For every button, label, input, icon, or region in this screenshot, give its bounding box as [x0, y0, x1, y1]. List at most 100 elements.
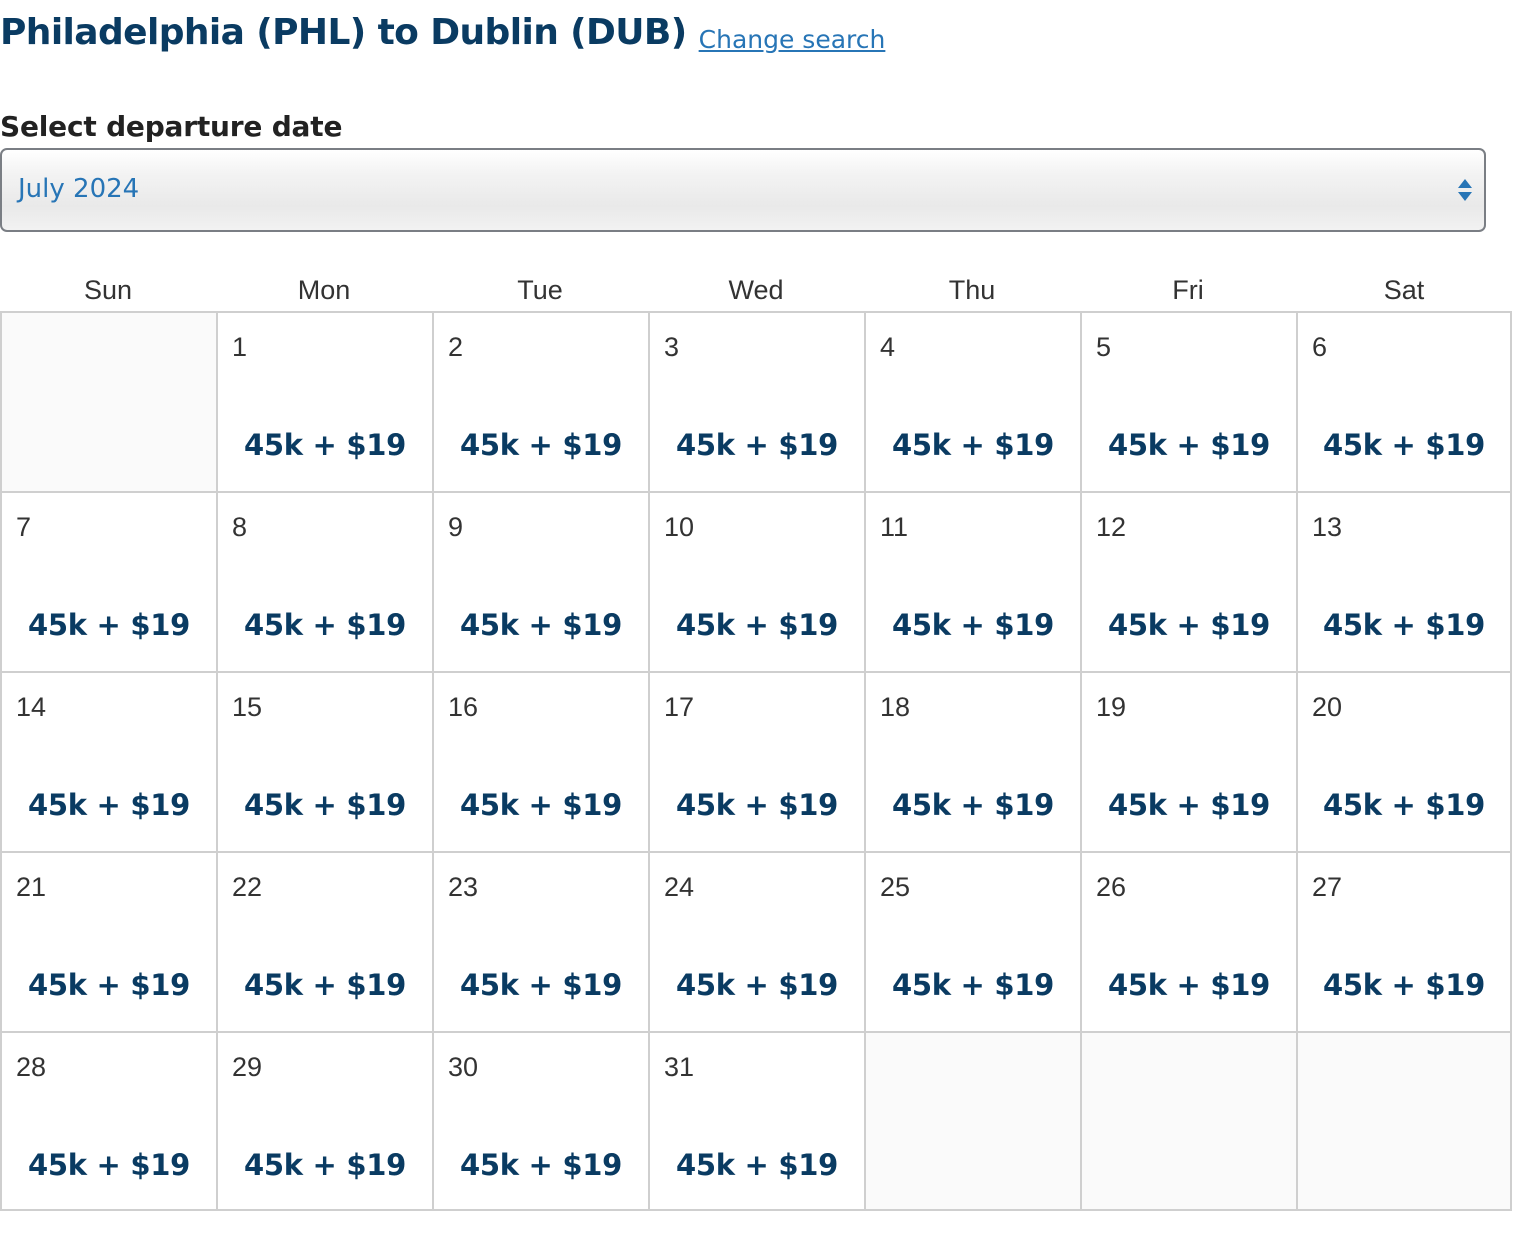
- award-price[interactable]: 45k + $19: [892, 788, 1054, 822]
- calendar-day-cell[interactable]: 11 45k + $19: [864, 491, 1080, 671]
- day-number: 11: [880, 512, 909, 542]
- award-price[interactable]: 45k + $19: [28, 968, 190, 1002]
- award-price[interactable]: 45k + $19: [460, 608, 622, 642]
- calendar-day-cell[interactable]: 20 45k + $19: [1296, 671, 1512, 851]
- award-price[interactable]: 45k + $19: [1323, 608, 1485, 642]
- calendar-day-cell[interactable]: 18 45k + $19: [864, 671, 1080, 851]
- award-price[interactable]: 45k + $19: [1323, 788, 1485, 822]
- calendar-day-cell[interactable]: 26 45k + $19: [1080, 851, 1296, 1031]
- award-price[interactable]: 45k + $19: [676, 608, 838, 642]
- calendar-day-cell[interactable]: 13 45k + $19: [1296, 491, 1512, 671]
- calendar-day-cell[interactable]: 15 45k + $19: [216, 671, 432, 851]
- day-number: 22: [232, 872, 263, 902]
- route-header: Philadelphia (PHL) to Dublin (DUB) Chang…: [0, 6, 885, 58]
- calendar-day-cell[interactable]: 24 45k + $19: [648, 851, 864, 1031]
- day-number: 17: [664, 692, 695, 722]
- calendar-day-cell[interactable]: 28 45k + $19: [0, 1031, 216, 1211]
- empty-day-cell: [0, 311, 216, 491]
- calendar-day-cell[interactable]: 31 45k + $19: [648, 1031, 864, 1211]
- day-number: 10: [664, 512, 695, 542]
- award-price[interactable]: 45k + $19: [1323, 428, 1485, 462]
- day-number: 9: [448, 512, 464, 542]
- day-number: 13: [1312, 512, 1343, 542]
- empty-day-cell: [864, 1031, 1080, 1211]
- calendar-day-cell[interactable]: 17 45k + $19: [648, 671, 864, 851]
- award-price[interactable]: 45k + $19: [28, 788, 190, 822]
- calendar-day-cell[interactable]: 19 45k + $19: [1080, 671, 1296, 851]
- calendar-day-cell[interactable]: 23 45k + $19: [432, 851, 648, 1031]
- day-number: 19: [1096, 692, 1127, 722]
- award-price[interactable]: 45k + $19: [28, 608, 190, 642]
- award-price[interactable]: 45k + $19: [676, 1148, 838, 1182]
- award-price[interactable]: 45k + $19: [28, 1148, 190, 1182]
- weekday-wed: Wed: [728, 275, 784, 305]
- day-number: 1: [232, 332, 248, 362]
- day-number: 4: [880, 332, 896, 362]
- award-price[interactable]: 45k + $19: [244, 968, 406, 1002]
- calendar-day-cell[interactable]: 8 45k + $19: [216, 491, 432, 671]
- day-number: 21: [16, 872, 47, 902]
- chevron-down-icon: [1458, 192, 1472, 201]
- award-price[interactable]: 45k + $19: [460, 968, 622, 1002]
- award-price[interactable]: 45k + $19: [1108, 608, 1270, 642]
- calendar-day-cell[interactable]: 9 45k + $19: [432, 491, 648, 671]
- calendar-day-cell[interactable]: 10 45k + $19: [648, 491, 864, 671]
- weekday-mon: Mon: [297, 275, 351, 305]
- chevron-up-icon: [1458, 179, 1472, 188]
- award-price[interactable]: 45k + $19: [244, 1148, 406, 1182]
- award-price[interactable]: 45k + $19: [460, 428, 622, 462]
- day-number: 6: [1312, 332, 1328, 362]
- change-search-link[interactable]: Change search: [698, 25, 886, 54]
- weekday-header: Sun Mon Tue Wed Thu Fri Sat: [0, 268, 1512, 312]
- calendar-day-cell[interactable]: 2 45k + $19: [432, 311, 648, 491]
- award-price[interactable]: 45k + $19: [460, 1148, 622, 1182]
- award-price[interactable]: 45k + $19: [676, 788, 838, 822]
- calendar-day-cell[interactable]: 4 45k + $19: [864, 311, 1080, 491]
- day-number: 2: [448, 332, 464, 362]
- calendar-day-cell[interactable]: 21 45k + $19: [0, 851, 216, 1031]
- day-number: 31: [664, 1052, 695, 1082]
- calendar-day-cell[interactable]: 5 45k + $19: [1080, 311, 1296, 491]
- day-number: 14: [16, 692, 47, 722]
- month-select[interactable]: July 2024: [0, 148, 1486, 232]
- calendar-day-cell[interactable]: 27 45k + $19: [1296, 851, 1512, 1031]
- calendar-grid: 1 45k + $19 2 45k + $19 3 45k + $19 4 45k + $19…: [0, 311, 1512, 1211]
- day-number: 3: [664, 332, 680, 362]
- award-price[interactable]: 45k + $19: [892, 428, 1054, 462]
- day-number: 15: [232, 692, 263, 722]
- day-number: 20: [1312, 692, 1343, 722]
- award-price[interactable]: 45k + $19: [1108, 788, 1270, 822]
- calendar-day-cell[interactable]: 1 45k + $19: [216, 311, 432, 491]
- calendar-day-cell[interactable]: 16 45k + $19: [432, 671, 648, 851]
- day-number: 5: [1096, 332, 1112, 362]
- calendar-day-cell[interactable]: 22 45k + $19: [216, 851, 432, 1031]
- award-price[interactable]: 45k + $19: [460, 788, 622, 822]
- empty-day-cell: [1296, 1031, 1512, 1211]
- calendar-day-cell[interactable]: 12 45k + $19: [1080, 491, 1296, 671]
- calendar-day-cell[interactable]: 7 45k + $19: [0, 491, 216, 671]
- award-price[interactable]: 45k + $19: [244, 608, 406, 642]
- calendar-day-cell[interactable]: 25 45k + $19: [864, 851, 1080, 1031]
- calendar-day-cell[interactable]: 14 45k + $19: [0, 671, 216, 851]
- award-price[interactable]: 45k + $19: [676, 968, 838, 1002]
- calendar-day-cell[interactable]: 30 45k + $19: [432, 1031, 648, 1211]
- day-number: 27: [1312, 872, 1343, 902]
- calendar-day-cell[interactable]: 6 45k + $19: [1296, 311, 1512, 491]
- day-number: 12: [1096, 512, 1127, 542]
- page-title: Philadelphia (PHL) to Dublin (DUB): [0, 12, 687, 53]
- award-price[interactable]: 45k + $19: [244, 428, 406, 462]
- calendar-day-cell[interactable]: 3 45k + $19: [648, 311, 864, 491]
- award-price[interactable]: 45k + $19: [1108, 968, 1270, 1002]
- award-price[interactable]: 45k + $19: [892, 608, 1054, 642]
- day-number: 25: [880, 872, 911, 902]
- calendar-day-cell[interactable]: 29 45k + $19: [216, 1031, 432, 1211]
- award-price[interactable]: 45k + $19: [244, 788, 406, 822]
- weekday-sat: Sat: [1383, 275, 1425, 305]
- award-price[interactable]: 45k + $19: [676, 428, 838, 462]
- day-number: 29: [232, 1052, 263, 1082]
- day-number: 30: [448, 1052, 479, 1082]
- day-number: 16: [448, 692, 479, 722]
- award-price[interactable]: 45k + $19: [1108, 428, 1270, 462]
- award-price[interactable]: 45k + $19: [1323, 968, 1485, 1002]
- award-price[interactable]: 45k + $19: [892, 968, 1054, 1002]
